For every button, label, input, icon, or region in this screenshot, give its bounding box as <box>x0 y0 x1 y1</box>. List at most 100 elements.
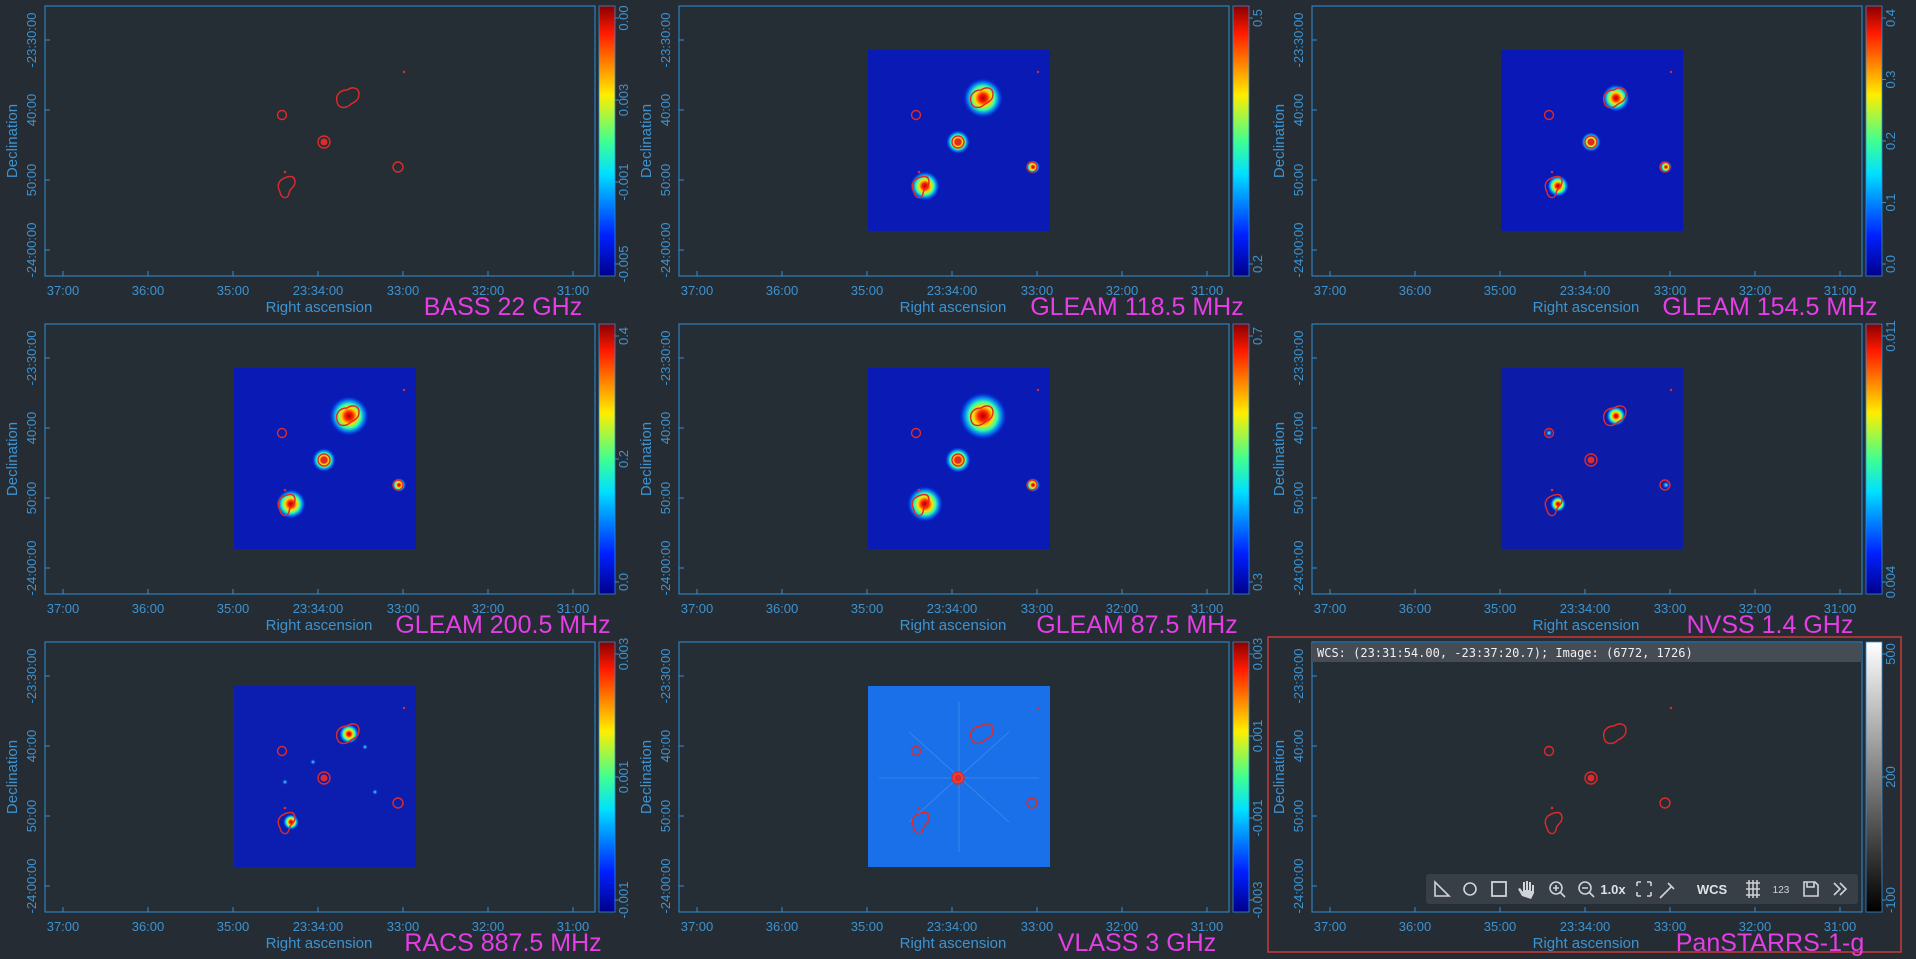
y-axis-title: Declination <box>4 104 21 178</box>
contour <box>1543 745 1555 757</box>
y-tick-label: -24:00:00 <box>24 541 39 596</box>
x-tick-label: 31:00 <box>1824 919 1857 934</box>
x-tick-label: 31:00 <box>1191 919 1224 934</box>
zoom-in[interactable] <box>1549 881 1566 898</box>
emission <box>1550 496 1566 512</box>
colorbar <box>1865 5 1883 277</box>
pan-tool[interactable] <box>1518 881 1534 899</box>
contour <box>911 175 930 199</box>
emission <box>283 814 299 830</box>
x-tick-label: 33:00 <box>387 601 420 616</box>
colorbar-tick-label: -0.005 <box>616 246 631 283</box>
contour <box>1550 488 1554 492</box>
x-tick-label: 36:00 <box>132 919 165 934</box>
contour <box>1602 723 1627 745</box>
y-tick-label: -24:00:00 <box>658 859 673 914</box>
contour <box>392 161 404 173</box>
x-tick-label: 33:00 <box>1654 919 1687 934</box>
contour <box>320 456 328 464</box>
x-tick-label: 36:00 <box>766 601 799 616</box>
contour <box>392 479 404 491</box>
x-tick-label: 35:00 <box>851 283 884 298</box>
image-panel: 37:00 36:00 35:00 23:34:00 33:00 32:00 31:00 -2… <box>1271 5 1898 321</box>
x-tick-label: 32:00 <box>472 283 505 298</box>
colorbar-tick-label: 0.0 <box>616 573 631 591</box>
x-tick-label: 35:00 <box>1484 283 1517 298</box>
y-tick-label: 50:00 <box>24 482 39 515</box>
colorbar-tick-label: 0.1 <box>1883 193 1898 211</box>
colorbar-tick-label: 0.3 <box>1250 573 1265 591</box>
contour <box>335 87 360 109</box>
contour <box>283 806 287 810</box>
contour <box>1026 797 1038 809</box>
panel-title: RACS 887.5 MHz <box>404 929 601 957</box>
colorbar <box>1232 5 1250 277</box>
x-tick-label: 32:00 <box>1106 601 1139 616</box>
x-tick-label: 23:34:00 <box>1560 283 1611 298</box>
contour <box>1659 479 1671 491</box>
y-tick-label: 40:00 <box>24 412 39 445</box>
emission <box>1026 478 1040 492</box>
colorbar-tick-label: 0.0 <box>1883 255 1898 273</box>
image-panel: 37:00 36:00 35:00 23:34:00 33:00 32:00 31:00 -2… <box>1271 320 1898 639</box>
contour <box>1669 706 1673 710</box>
y-tick-label: 50:00 <box>24 800 39 833</box>
y-axis-title: Declination <box>638 422 655 496</box>
contour <box>1669 388 1673 392</box>
plot-frame <box>44 5 596 277</box>
panel-title: GLEAM 118.5 MHz <box>1030 293 1244 321</box>
toolbar-bg[interactable] <box>1426 874 1858 904</box>
contour <box>917 488 921 492</box>
y-tick-label: -24:00:00 <box>24 223 39 278</box>
grid-toggle[interactable] <box>1746 880 1760 898</box>
image-panel: 37:00 36:00 35:00 23:34:00 33:00 32:00 31:00 -2… <box>4 5 631 321</box>
y-tick-label: 50:00 <box>658 164 673 197</box>
colorbar-tick-label: -0.001 <box>1250 800 1265 837</box>
colorbar <box>1865 641 1883 913</box>
contour <box>1584 453 1598 467</box>
contour <box>402 70 406 74</box>
contour <box>402 706 406 710</box>
contour <box>951 771 965 785</box>
contour <box>1584 135 1598 149</box>
region-tool[interactable] <box>1491 881 1507 897</box>
contour <box>335 405 360 427</box>
panel-title: VLASS 3 GHz <box>1058 929 1216 957</box>
x-tick-label: 32:00 <box>472 919 505 934</box>
x-tick-label: 33:00 <box>387 919 420 934</box>
x-tick-label: 35:00 <box>217 919 250 934</box>
x-tick-label: 36:00 <box>766 283 799 298</box>
x-tick-label: 23:34:00 <box>927 601 978 616</box>
distance-tool[interactable] <box>1434 880 1451 897</box>
more-tools[interactable] <box>1833 882 1848 896</box>
point-tool[interactable] <box>1463 882 1477 896</box>
fit-zoom[interactable] <box>1636 881 1652 897</box>
colorbar-tick-label: 200 <box>1883 766 1898 788</box>
x-tick-label: 31:00 <box>557 919 590 934</box>
pixel-values-toggle[interactable]: 123 <box>1773 885 1790 896</box>
x-tick-label: 37:00 <box>47 919 80 934</box>
y-tick-label: -24:00:00 <box>1291 859 1306 914</box>
contour <box>1584 771 1598 785</box>
emission <box>1026 160 1040 174</box>
y-tick-label: -23:30:00 <box>24 649 39 704</box>
save-image[interactable] <box>1803 881 1819 897</box>
contour <box>1587 774 1595 782</box>
colorbar-tick-label: 0.3 <box>1883 70 1898 88</box>
coordinate-system[interactable]: WCS <box>1697 882 1728 897</box>
y-tick-label: -24:00:00 <box>1291 541 1306 596</box>
match-tool[interactable] <box>1659 882 1675 899</box>
y-tick-label: 40:00 <box>24 730 39 763</box>
x-tick-label: 33:00 <box>1021 601 1054 616</box>
y-axis-title: Declination <box>1271 104 1288 178</box>
x-tick-label: 33:00 <box>1654 601 1687 616</box>
zoom-level[interactable]: 1.0x <box>1600 882 1626 897</box>
zoom-out[interactable] <box>1578 881 1595 898</box>
contour <box>1026 161 1038 173</box>
colorbar-tick-label: 0.5 <box>1250 9 1265 27</box>
x-tick-label: 37:00 <box>47 601 80 616</box>
colorbar-tick-label: 0.001 <box>616 761 631 794</box>
image-panel: 37:00 36:00 35:00 23:34:00 33:00 32:00 31:00 -2… <box>638 323 1265 639</box>
image-panel: 37:00 36:00 35:00 23:34:00 33:00 32:00 31:00 -2… <box>4 323 631 639</box>
